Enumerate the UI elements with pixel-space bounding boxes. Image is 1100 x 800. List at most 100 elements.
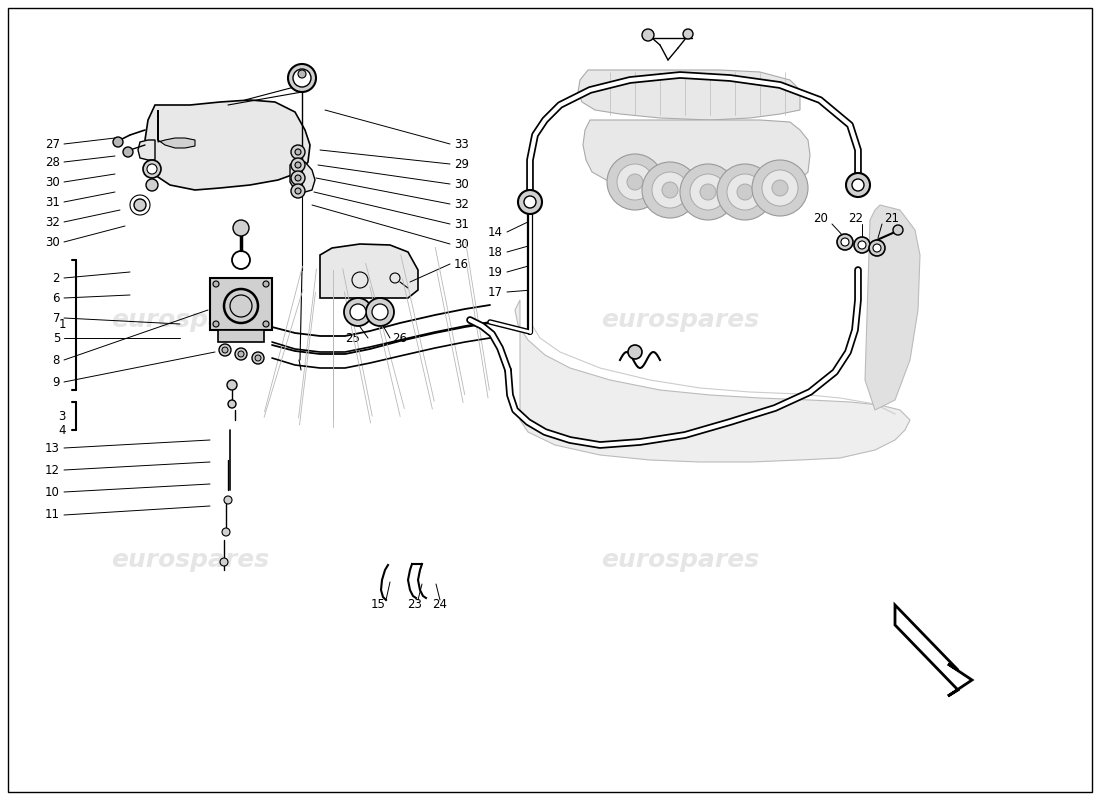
- Text: 5: 5: [53, 331, 60, 345]
- Text: 25: 25: [345, 331, 360, 345]
- Circle shape: [220, 558, 228, 566]
- Circle shape: [298, 70, 306, 78]
- Text: eurospares: eurospares: [601, 548, 759, 572]
- Circle shape: [134, 199, 146, 211]
- Circle shape: [628, 345, 642, 359]
- Polygon shape: [138, 140, 155, 160]
- Text: 20: 20: [813, 211, 828, 225]
- Text: 13: 13: [45, 442, 60, 454]
- Bar: [218, 330, 264, 342]
- Text: 16: 16: [454, 258, 469, 270]
- Text: 23: 23: [408, 598, 422, 611]
- Circle shape: [372, 304, 388, 320]
- Text: eurospares: eurospares: [111, 548, 270, 572]
- Circle shape: [123, 147, 133, 157]
- Circle shape: [737, 184, 754, 200]
- Circle shape: [607, 154, 663, 210]
- Circle shape: [893, 225, 903, 235]
- Circle shape: [295, 149, 301, 155]
- Text: 33: 33: [454, 138, 469, 150]
- Circle shape: [690, 174, 726, 210]
- Circle shape: [295, 188, 301, 194]
- Circle shape: [113, 137, 123, 147]
- Circle shape: [366, 298, 394, 326]
- Circle shape: [146, 179, 158, 191]
- Circle shape: [652, 172, 688, 208]
- Text: 31: 31: [454, 218, 469, 230]
- Circle shape: [350, 304, 366, 320]
- Circle shape: [518, 190, 542, 214]
- Text: 7: 7: [53, 311, 60, 325]
- Text: 26: 26: [392, 331, 407, 345]
- Circle shape: [852, 179, 864, 191]
- Circle shape: [292, 184, 305, 198]
- Text: 15: 15: [371, 598, 385, 611]
- Polygon shape: [145, 100, 310, 190]
- Text: 21: 21: [884, 211, 899, 225]
- Circle shape: [858, 241, 866, 249]
- Bar: [210, 278, 272, 330]
- Text: 29: 29: [454, 158, 469, 170]
- Polygon shape: [865, 205, 920, 410]
- Circle shape: [227, 380, 236, 390]
- Circle shape: [213, 321, 219, 327]
- Polygon shape: [158, 110, 195, 148]
- Circle shape: [837, 234, 852, 250]
- Circle shape: [842, 238, 849, 246]
- Circle shape: [524, 196, 536, 208]
- Polygon shape: [895, 605, 972, 696]
- Text: 8: 8: [53, 354, 60, 366]
- Circle shape: [662, 182, 678, 198]
- Text: 6: 6: [53, 291, 60, 305]
- Circle shape: [717, 164, 773, 220]
- Circle shape: [255, 355, 261, 361]
- Circle shape: [213, 281, 219, 287]
- Circle shape: [295, 175, 301, 181]
- Circle shape: [222, 347, 228, 353]
- Circle shape: [293, 69, 311, 87]
- Text: 30: 30: [454, 178, 469, 190]
- Circle shape: [727, 174, 763, 210]
- Circle shape: [772, 180, 788, 196]
- Text: 19: 19: [488, 266, 503, 278]
- Circle shape: [683, 29, 693, 39]
- Circle shape: [219, 344, 231, 356]
- Text: 18: 18: [488, 246, 503, 258]
- Text: 9: 9: [53, 375, 60, 389]
- Text: 10: 10: [45, 486, 60, 498]
- Circle shape: [252, 352, 264, 364]
- Circle shape: [642, 162, 698, 218]
- Circle shape: [295, 162, 301, 168]
- Text: 22: 22: [848, 211, 864, 225]
- Circle shape: [235, 348, 248, 360]
- Circle shape: [263, 321, 270, 327]
- Text: 30: 30: [45, 175, 60, 189]
- Text: 1: 1: [58, 318, 66, 331]
- Circle shape: [627, 174, 644, 190]
- Circle shape: [344, 298, 372, 326]
- Circle shape: [642, 29, 654, 41]
- Circle shape: [222, 528, 230, 536]
- Text: 31: 31: [45, 195, 60, 209]
- Circle shape: [846, 173, 870, 197]
- Circle shape: [700, 184, 716, 200]
- Text: 30: 30: [454, 238, 469, 250]
- Text: 28: 28: [45, 155, 60, 169]
- Text: 14: 14: [488, 226, 503, 238]
- Polygon shape: [515, 300, 910, 462]
- Polygon shape: [320, 244, 418, 298]
- Text: 32: 32: [45, 215, 60, 229]
- Text: eurospares: eurospares: [111, 308, 270, 332]
- Circle shape: [617, 164, 653, 200]
- Text: eurospares: eurospares: [601, 308, 759, 332]
- Circle shape: [854, 237, 870, 253]
- Text: 2: 2: [53, 271, 60, 285]
- Text: 24: 24: [432, 598, 448, 611]
- Circle shape: [288, 64, 316, 92]
- Circle shape: [873, 244, 881, 252]
- Polygon shape: [578, 70, 800, 120]
- Circle shape: [238, 351, 244, 357]
- Circle shape: [233, 220, 249, 236]
- Circle shape: [228, 400, 236, 408]
- Text: 11: 11: [45, 509, 60, 522]
